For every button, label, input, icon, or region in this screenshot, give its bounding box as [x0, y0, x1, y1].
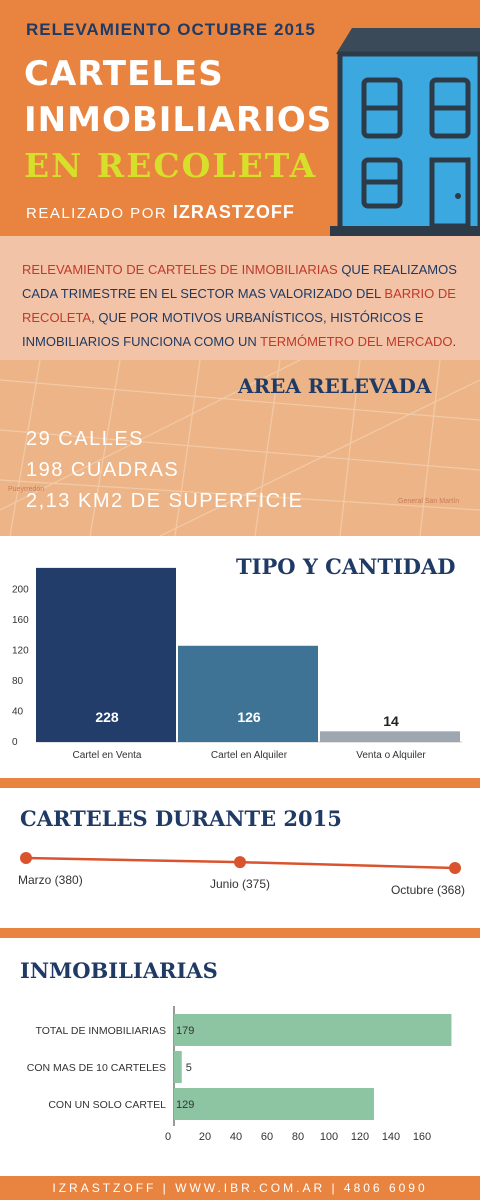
data-label-2: 126 [237, 709, 261, 725]
stat-cuadras: 198 CUADRAS [26, 459, 180, 481]
category-label-1: Cartel en Venta [73, 750, 142, 761]
byline-prefix: REALIZADO POR [26, 205, 168, 222]
x-tick-label: 20 [199, 1131, 211, 1143]
intro-text-3: . [452, 334, 457, 349]
title-line-1: CARTELES [24, 54, 224, 94]
intro-band [0, 236, 480, 360]
section-divider-2 [0, 928, 480, 938]
y-tick-label: 0 [12, 737, 18, 748]
point-label-1: Marzo (380) [18, 873, 83, 887]
point-2 [234, 856, 246, 869]
hbar-value-3: 129 [176, 1099, 194, 1111]
chart-1-title: TIPO Y CANTIDAD [236, 554, 456, 579]
category-label-2: Cartel en Alquiler [211, 750, 288, 761]
x-tick-label: 40 [230, 1131, 242, 1143]
hbar-category-3: CON UN SOLO CARTEL [48, 1099, 166, 1111]
section-divider-1 [0, 778, 480, 788]
hbar-category-2: CON MAS DE 10 CARTELES [27, 1062, 166, 1074]
hbar-2 [174, 1051, 182, 1083]
hbar-value-2: 5 [186, 1062, 192, 1074]
title-line-3: EN RECOLETA [24, 146, 318, 185]
hbar-chart-inmobiliarias: TOTAL DE INMOBILIARIAS 179 CON MAS DE 10 C… [27, 1006, 452, 1143]
footer: IZRASTZOFF | WWW.IBR.COM.AR | 4806 6090 [0, 1176, 480, 1200]
point-1 [20, 852, 32, 864]
point-label-3: Octubre (368) [391, 883, 465, 897]
report-subtitle: RELEVAMIENTO OCTUBRE 2015 [26, 20, 316, 39]
hbar-1 [174, 1014, 452, 1046]
intro-highlight-3: TERMÓMETRO DEL MERCADO [260, 334, 453, 349]
x-tick-label: 140 [382, 1131, 400, 1143]
data-label-3: 14 [383, 713, 399, 729]
chart-3-title: INMOBILIARIAS [20, 958, 218, 983]
point-label-2: Junio (375) [210, 877, 270, 891]
intro-highlight-2: BARRIO DE RECOLETA [22, 286, 456, 325]
stat-calles: 29 CALLES [26, 428, 145, 450]
map-label-pueyrredon: Pueyrredón [8, 486, 45, 493]
y-tick-label: 160 [12, 615, 29, 626]
area-map-section [0, 360, 480, 536]
stat-superficie: 2,13 KM2 DE SUPERFICIE [26, 490, 304, 512]
intro-paragraph: RELEVAMIENTO DE CARTELES DE INMOBILIARIA… [22, 258, 462, 354]
map-background [0, 360, 480, 536]
x-tick-label: 160 [413, 1131, 431, 1143]
category-label-3: Venta o Alquiler [356, 750, 426, 761]
y-tick-label: 120 [12, 645, 29, 656]
intro-text-2: , QUE POR MOTIVOS URBANÍSTICOS, HISTÓRIC… [22, 310, 424, 349]
y-tick-label: 40 [12, 706, 24, 717]
bar-2 [178, 645, 318, 742]
intro-highlight-1: RELEVAMIENTO DE CARTELES DE INMOBILIARIA… [22, 262, 338, 277]
x-tick-label: 120 [351, 1131, 369, 1143]
hbar-value-1: 179 [176, 1025, 194, 1037]
byline-brand: IZRASTZOFF [172, 202, 295, 222]
building-icon [330, 28, 480, 238]
x-tick-label: 100 [320, 1131, 338, 1143]
area-title: AREA RELEVADA [238, 374, 432, 398]
line-chart-2015: Marzo (380) Junio (375) Octubre (368) [18, 852, 465, 897]
title-line-2: INMOBILIARIOS [24, 100, 333, 140]
y-tick-label: 200 [12, 584, 29, 595]
byline: REALIZADO POR IZRASTZOFF [26, 202, 295, 223]
map-label-san-martin: General San Martín [398, 498, 460, 505]
hbar-category-1: TOTAL DE INMOBILIARIAS [35, 1025, 166, 1037]
intro-text-1: QUE REALIZAMOS CADA TRIMESTRE EN EL SECT… [22, 262, 457, 301]
bar-1 [36, 567, 176, 742]
x-tick-label: 80 [292, 1131, 304, 1143]
y-tick-label: 80 [12, 676, 24, 687]
hbar-3 [174, 1088, 374, 1120]
x-tick-label: 60 [261, 1131, 273, 1143]
chart-2-title: CARTELES DURANTE 2015 [20, 806, 342, 831]
bar-chart-tipo: 0 40 80 120 160 200 228 Cartel en Venta 126 Cart… [12, 567, 462, 761]
bar-3 [320, 731, 460, 742]
point-3 [449, 862, 461, 874]
data-label-1: 228 [95, 709, 119, 725]
x-tick-label: 0 [165, 1131, 171, 1143]
